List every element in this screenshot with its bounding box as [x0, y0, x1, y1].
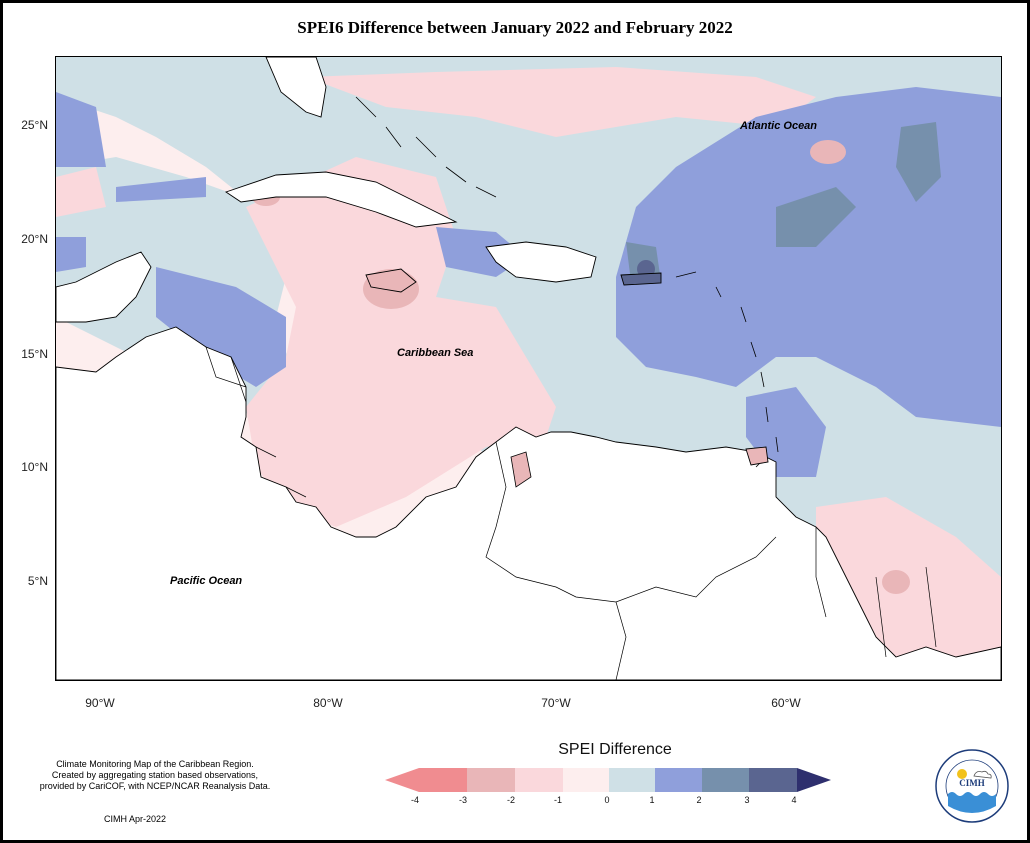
legend-colorbar	[385, 768, 831, 792]
credit-text: CIMH Apr-2022	[103, 814, 167, 824]
land-central-america	[56, 326, 1001, 680]
cimh-logo	[935, 749, 1009, 823]
spei-zone-neg2-neg1b	[810, 140, 846, 164]
land-puerto-rico	[620, 272, 662, 286]
lat-label-20n: 20°N	[21, 232, 48, 246]
spei-zone-1-2b	[156, 267, 286, 387]
legend-tick: 3	[744, 795, 750, 805]
legend-tick: -4	[410, 795, 419, 805]
legend-swatch-2	[467, 768, 515, 792]
land-florida	[265, 57, 327, 118]
land-cuba	[224, 171, 458, 228]
legend-swatch-7	[702, 768, 749, 792]
legend-tick: 0	[604, 795, 610, 805]
notes-block: Climate Monitoring Map of the Caribbean …	[30, 759, 280, 792]
lon-label-90w: 90°W	[85, 696, 115, 710]
land-yucatan	[56, 251, 152, 323]
sun-icon	[957, 769, 967, 779]
legend-tick: -2	[506, 795, 515, 805]
spei-zone-neg1-0	[246, 157, 556, 527]
lon-label-60w: 60°W	[771, 696, 801, 710]
map-panel	[55, 56, 1002, 681]
spei-zone-neg1-0d	[56, 167, 106, 217]
lat-label-15n: 15°N	[21, 347, 48, 361]
lon-label-80w: 80°W	[313, 696, 343, 710]
spei-zone-1-2d	[56, 92, 106, 167]
spei-zone-2-3	[776, 187, 856, 247]
lat-label-10n: 10°N	[21, 460, 48, 474]
note-line-2: Created by aggregating station based obs…	[51, 770, 259, 780]
legend-title: SPEI Difference	[558, 741, 672, 758]
map-title: SPEI6 Difference between January 2022 an…	[297, 18, 733, 37]
land-lesser-antilles	[675, 271, 779, 468]
spei-zone-2-3b	[896, 122, 941, 202]
spei-zone-neg2-neg1c	[882, 570, 910, 594]
land-bahamas	[355, 96, 497, 198]
caribbean-sea-label: Caribbean Sea	[397, 347, 474, 359]
spei-zone-1-2g	[56, 237, 86, 272]
legend-tick: -1	[553, 795, 562, 805]
water-waves-icon	[948, 792, 996, 813]
legend-arrow-left	[385, 768, 419, 792]
legend-tick: 2	[696, 795, 702, 805]
legend-swatch-1	[419, 768, 467, 792]
atlantic-ocean-label: Atlantic Ocean	[740, 120, 818, 132]
lon-label-70w: 70°W	[541, 696, 571, 710]
spei-zone-neg1-0b	[306, 67, 816, 137]
lat-label-25n: 25°N	[21, 118, 48, 132]
land-trinidad	[745, 446, 769, 466]
cloud-icon	[973, 770, 992, 779]
pacific-ocean-label: Pacific Ocean	[170, 575, 243, 587]
land-maracaibo	[510, 451, 532, 488]
legend-swatch-4	[563, 768, 609, 792]
legend-arrow-right	[797, 768, 831, 792]
country-borders	[205, 346, 937, 680]
legend-swatch-8	[749, 768, 797, 792]
legend-swatch-6	[655, 768, 702, 792]
land-jamaica	[365, 268, 417, 293]
logo-text: CIMH	[959, 778, 985, 788]
spei-zone-1-2f	[116, 177, 206, 202]
legend-swatch-3	[515, 768, 563, 792]
legend-tick: -3	[458, 795, 467, 805]
note-line-3: provided by CariCOF, with NCEP/NCAR Rean…	[39, 781, 271, 791]
map-canvas	[56, 57, 1001, 680]
legend-swatch-5	[609, 768, 655, 792]
land-hispaniola	[485, 241, 597, 283]
lat-label-5n: 5°N	[27, 574, 48, 588]
legend-tick: 4	[791, 795, 797, 805]
legend-tick: 1	[649, 795, 655, 805]
note-line-1: Climate Monitoring Map of the Caribbean …	[56, 759, 254, 769]
